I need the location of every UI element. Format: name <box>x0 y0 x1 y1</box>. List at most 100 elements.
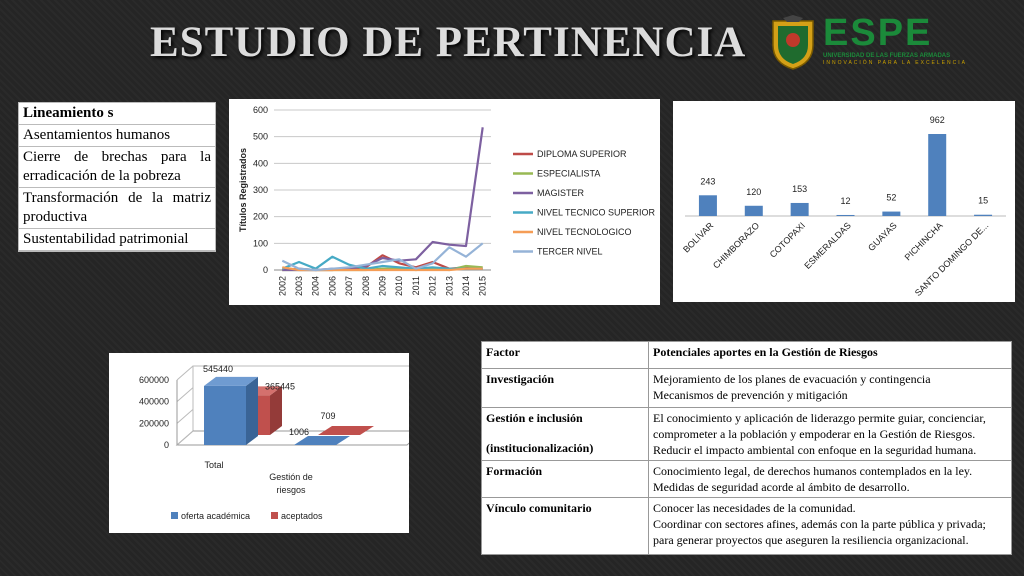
legend-swatch <box>171 512 178 519</box>
data-label: 365445 <box>265 381 295 391</box>
header-factor: Factor <box>481 341 649 369</box>
factor-label: Vínculo comunitario <box>486 501 592 515</box>
university-seal-logo <box>772 15 814 70</box>
x-tick-label: 2002 <box>277 276 287 296</box>
aporte-cell: Conocer las necesidades de la comunidad.… <box>648 497 1012 555</box>
factor-label: Formación <box>486 464 542 478</box>
bar <box>882 211 901 216</box>
x-tick-label: 2003 <box>294 276 304 296</box>
bar-3d-side <box>270 386 282 435</box>
espe-logo-word: ESPE <box>823 12 933 54</box>
x-tick-label: riesgos <box>276 485 306 495</box>
x-tick-label: 2012 <box>428 276 438 296</box>
x-tick-label: 2009 <box>378 276 388 296</box>
aporte-cell: Mejoramiento de los planes de evacuación… <box>648 368 1012 408</box>
gridline <box>176 387 194 403</box>
y-tick-label: 200000 <box>139 418 169 428</box>
legend-label: oferta académica <box>181 511 250 521</box>
legend-label: NIVEL TECNICO SUPERIOR <box>537 208 656 218</box>
bar <box>204 385 246 445</box>
y-tick-label: 400 <box>253 158 268 168</box>
gridline <box>176 365 194 381</box>
series-line <box>281 242 484 272</box>
offer-3d-column-chart: 0 200000 400000 600000 365445 709 545440 1006 To… <box>139 364 425 521</box>
factor-label: Investigación <box>486 372 555 386</box>
factor-cell: Investigación <box>481 368 649 408</box>
table-row: Gestión e inclusión (institucionalizació… <box>481 407 1012 461</box>
bar <box>790 202 809 216</box>
bar <box>294 436 350 445</box>
bar <box>698 195 717 216</box>
lineamiento-item: Cierre de brechas para la erradicación d… <box>19 147 215 188</box>
x-tick-label: ESMERALDAS <box>802 220 853 271</box>
data-label: 962 <box>930 115 945 125</box>
titles-line-chart: 0 100 200 300 400 500 600 2002 2003 2004 2006 2007 2… <box>238 105 656 296</box>
offer-3d-chart-panel: 0 200000 400000 600000 365445 709 545440 1006 To… <box>109 353 425 533</box>
factor-cell: Vínculo comunitario <box>481 497 649 555</box>
series-line <box>281 255 483 270</box>
aporte-line: Mejoramiento de los planes de evacuación… <box>653 372 931 386</box>
data-label: 120 <box>746 187 761 197</box>
data-label: 12 <box>840 196 850 206</box>
bar-3d-side <box>246 376 258 445</box>
table-row: Investigación Mejoramiento de los planes… <box>481 368 1012 408</box>
x-tick-label: 2011 <box>411 276 421 295</box>
factors-table-header-row: Factor Potenciales aportes en la Gestión… <box>481 341 1012 369</box>
factors-table: Factor Potenciales aportes en la Gestión… <box>481 341 1012 555</box>
y-tick-label: 400000 <box>139 397 169 407</box>
y-tick-label: 600000 <box>139 375 169 385</box>
gridline <box>176 430 194 446</box>
x-tick-label: GUAYAS <box>866 220 899 253</box>
bar <box>974 214 993 216</box>
x-tick-label: 2004 <box>311 276 321 296</box>
bar <box>928 134 947 216</box>
lineamiento-item: Asentamientos humanos <box>19 125 215 147</box>
x-tick-label: Gestión de <box>269 472 313 482</box>
legend-label: NIVEL TECNOLOGICO <box>537 227 632 237</box>
bar <box>836 214 855 216</box>
factor-label: Gestión e inclusión <box>486 411 583 425</box>
titles-line-chart-panel: 0 100 200 300 400 500 600 2002 2003 2004 2006 2007 2… <box>229 99 660 305</box>
x-tick-label: 2007 <box>344 276 354 296</box>
data-label: 709 <box>320 411 335 421</box>
header-aportes: Potenciales aportes en la Gestión de Rie… <box>648 341 1012 369</box>
province-bar-chart-panel: 243 BOLÍVAR 120 CHIMBORAZO 153 COTOPAXI 12 ESME… <box>673 101 1015 302</box>
x-tick-label: PICHINCHA <box>903 220 945 262</box>
factor-cell: Gestión e inclusión (institucionalizació… <box>481 407 649 461</box>
aporte-line: Medidas de seguridad acorde al ámbito de… <box>653 480 910 494</box>
page-title: ESTUDIO DE PERTINENCIA <box>150 19 747 66</box>
data-label: 243 <box>700 176 715 186</box>
aporte-line: Coordinar con sectores afines, además co… <box>653 517 986 547</box>
y-tick-label: 100 <box>253 238 268 248</box>
data-label: 15 <box>978 196 988 206</box>
legend-label: TERCER NIVEL <box>537 247 603 257</box>
x-tick-label: Total <box>204 460 223 470</box>
lineamientos-table: Lineamiento s Asentamientos humanos Cier… <box>18 102 216 252</box>
y-tick-label: 0 <box>263 265 268 275</box>
x-tick-label: 2010 <box>394 276 404 296</box>
factor-sublabel: (institucionalización) <box>486 441 594 455</box>
data-label: 52 <box>886 193 896 203</box>
x-tick-label: 2013 <box>444 276 454 296</box>
lineamiento-item: Sustentabilidad patrimonial <box>19 229 215 251</box>
x-tick-label: BOLÍVAR <box>681 220 716 255</box>
aporte-line: Mecanismos de prevención y mitigación <box>653 388 848 402</box>
lineamientos-header: Lineamiento s <box>19 103 215 125</box>
factor-cell: Formación <box>481 460 649 498</box>
aporte-cell: El conocimiento y aplicación de liderazg… <box>648 407 1012 461</box>
aporte-line: El conocimiento y aplicación de liderazg… <box>653 411 986 441</box>
aporte-line: Conocer las necesidades de la comunidad. <box>653 501 856 515</box>
bar-3d-top <box>204 376 258 386</box>
data-label: 545440 <box>203 364 233 374</box>
table-row: Vínculo comunitario Conocer las necesida… <box>481 497 1012 555</box>
y-tick-label: 200 <box>253 212 268 222</box>
y-tick-label: 500 <box>253 132 268 142</box>
legend-label: MAGISTER <box>537 188 585 198</box>
aporte-cell: Conocimiento legal, de derechos humanos … <box>648 460 1012 498</box>
y-tick-label: 0 <box>164 440 169 450</box>
x-tick-label: COTOPAXI <box>768 220 807 259</box>
legend-swatch <box>271 512 278 519</box>
data-label: 1006 <box>289 427 309 437</box>
x-tick-label: SANTO DOMINGO DE... <box>913 220 991 298</box>
y-tick-label: 600 <box>253 105 268 115</box>
